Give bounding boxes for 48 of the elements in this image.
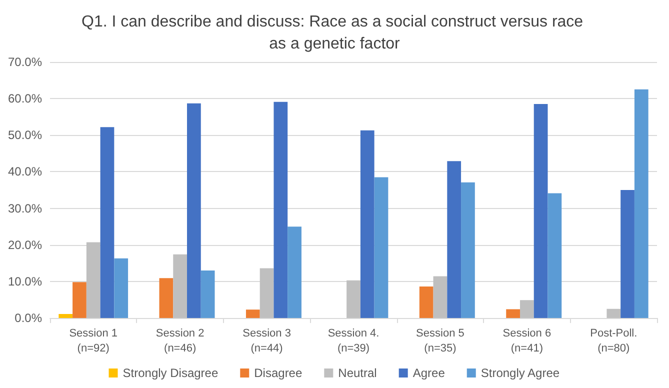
bar xyxy=(159,278,174,318)
bar xyxy=(346,280,360,318)
bar xyxy=(58,314,73,318)
x-tick-label: Session 3 (n=44) xyxy=(242,328,291,354)
bar xyxy=(187,103,201,318)
legend-label: Agree xyxy=(412,366,446,380)
x-tick-label: Post-Poll. (n=80) xyxy=(590,328,638,354)
x-tick-label: Session 4. (n=39) xyxy=(328,328,380,354)
chart-title: Q1. I can describe and discuss: Race as a social construct versus race as a genetic factor xyxy=(81,14,588,52)
y-tick-label: 10.0% xyxy=(8,274,42,288)
bar xyxy=(374,177,388,318)
y-tick-label: 70.0% xyxy=(8,55,42,69)
bar xyxy=(534,104,548,318)
bar xyxy=(100,127,114,318)
bar xyxy=(506,309,520,318)
x-tick-label: Session 5 (n=35) xyxy=(416,328,464,354)
bar xyxy=(114,258,128,318)
y-tick-label: 30.0% xyxy=(8,201,42,216)
bar xyxy=(260,268,274,318)
bar xyxy=(634,89,648,318)
y-tick-label: 60.0% xyxy=(8,92,42,106)
bar xyxy=(200,270,215,318)
legend-label: Strongly Disagree xyxy=(122,366,218,380)
bar xyxy=(520,300,534,318)
y-tick-label: 40.0% xyxy=(8,164,42,179)
y-tick-label: 20.0% xyxy=(8,238,42,252)
bar xyxy=(72,282,86,318)
bar xyxy=(620,190,634,318)
bar xyxy=(360,130,374,318)
x-tick-label: Session 6 (n=41) xyxy=(502,328,552,354)
y-tick-label: 50.0% xyxy=(8,128,42,142)
bar xyxy=(419,286,434,318)
x-tick-label: Session 2 (n=46) xyxy=(156,328,204,354)
bar xyxy=(447,161,462,318)
bar xyxy=(288,226,302,318)
legend-label: Neutral xyxy=(338,366,377,380)
bar xyxy=(274,102,288,318)
bar xyxy=(606,308,621,318)
bar xyxy=(461,182,475,318)
bar xyxy=(86,242,100,318)
bar xyxy=(433,276,448,318)
x-tick-label: Session 1 (n=92) xyxy=(69,328,118,354)
legend-label: Disagree xyxy=(254,366,302,380)
legend-label: Strongly Agree xyxy=(480,366,560,380)
bar xyxy=(173,254,188,318)
y-tick-label: 0.0% xyxy=(14,311,42,325)
bar xyxy=(548,193,562,318)
bar xyxy=(246,310,260,318)
